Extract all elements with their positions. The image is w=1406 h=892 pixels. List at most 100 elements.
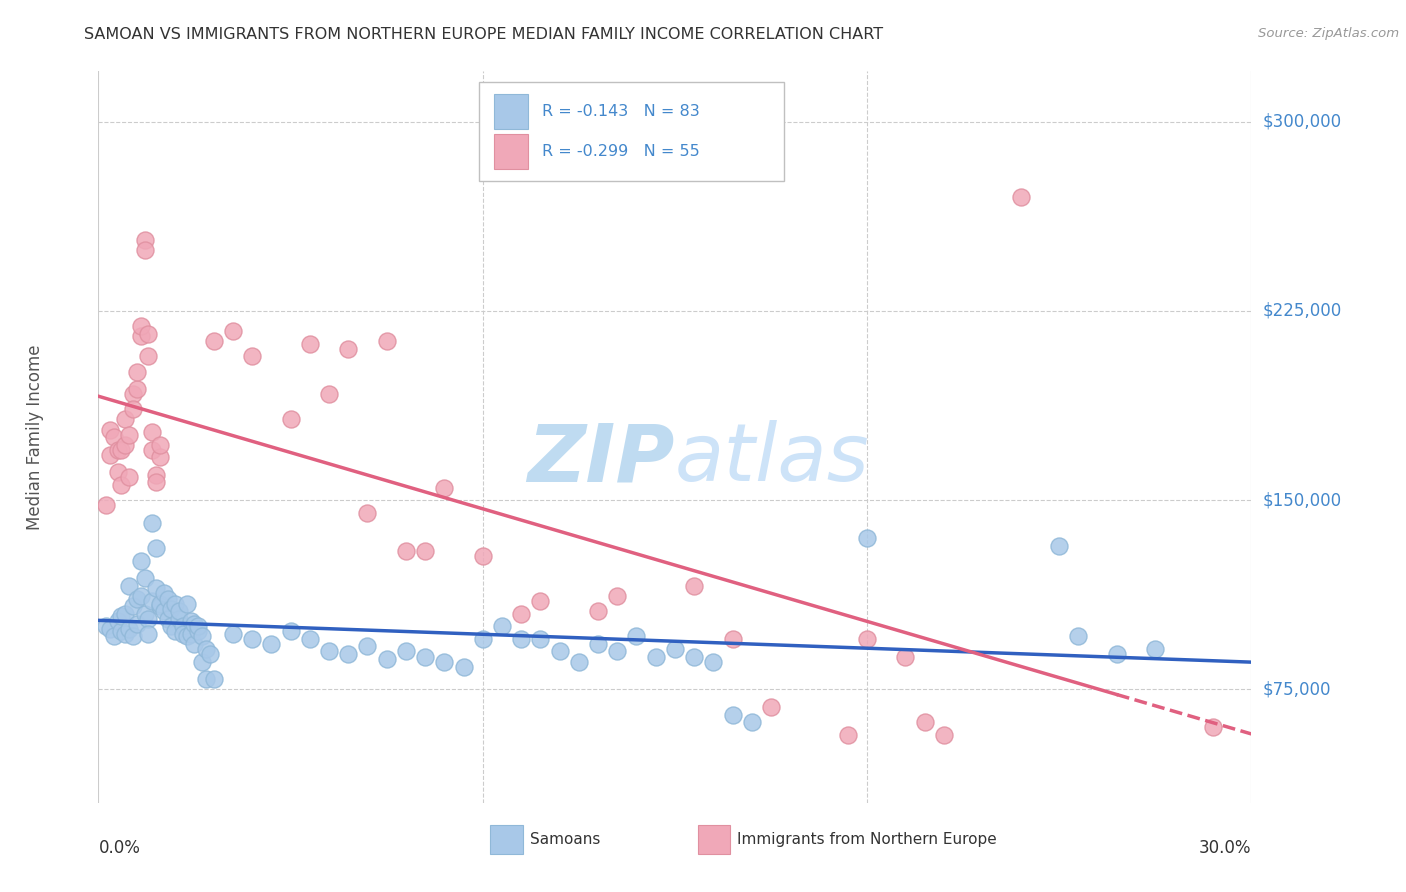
Point <box>702 655 724 669</box>
Point <box>375 334 398 349</box>
Point <box>187 624 209 639</box>
Point <box>107 442 129 457</box>
Point <box>145 582 167 596</box>
Text: Median Family Income: Median Family Income <box>25 344 44 530</box>
Point <box>413 543 436 558</box>
Point <box>195 672 218 686</box>
Text: SAMOAN VS IMMIGRANTS FROM NORTHERN EUROPE MEDIAN FAMILY INCOME CORRELATION CHART: SAMOAN VS IMMIGRANTS FROM NORTHERN EUROP… <box>84 27 883 42</box>
Text: ZIP: ZIP <box>527 420 675 498</box>
FancyBboxPatch shape <box>491 825 523 854</box>
Point <box>114 412 136 426</box>
Point <box>98 622 121 636</box>
Point <box>1202 720 1225 734</box>
Point <box>202 334 225 349</box>
Point <box>1067 629 1090 643</box>
Point <box>107 466 129 480</box>
Point <box>138 612 160 626</box>
Point <box>134 607 156 621</box>
Point <box>837 728 859 742</box>
Point <box>167 604 190 618</box>
Point <box>122 402 145 417</box>
Point <box>125 364 148 378</box>
Text: Samoans: Samoans <box>530 832 600 847</box>
Point <box>856 531 879 545</box>
Point <box>110 624 132 639</box>
Point <box>152 604 174 618</box>
Point <box>145 541 167 555</box>
Point <box>103 629 125 643</box>
Point <box>156 591 179 606</box>
Point <box>683 579 706 593</box>
Point <box>1105 647 1128 661</box>
Point <box>395 543 418 558</box>
Point <box>160 601 183 615</box>
Point <box>548 644 571 658</box>
Point <box>110 478 132 492</box>
Point <box>149 597 172 611</box>
Point <box>129 554 152 568</box>
Point <box>176 629 198 643</box>
Point <box>413 649 436 664</box>
Text: Source: ZipAtlas.com: Source: ZipAtlas.com <box>1258 27 1399 40</box>
Point <box>202 672 225 686</box>
Point <box>260 637 283 651</box>
Point <box>134 244 156 258</box>
Point <box>375 652 398 666</box>
Point <box>337 342 360 356</box>
Point <box>644 649 666 664</box>
Point <box>606 589 628 603</box>
Point <box>141 442 163 457</box>
Text: $225,000: $225,000 <box>1263 302 1343 320</box>
Point <box>510 632 533 646</box>
Point <box>491 619 513 633</box>
Point <box>180 627 202 641</box>
Point <box>222 324 245 338</box>
Point <box>165 624 187 639</box>
Text: $150,000: $150,000 <box>1263 491 1341 509</box>
Point <box>568 655 591 669</box>
Text: 0.0%: 0.0% <box>98 839 141 857</box>
Point <box>118 579 141 593</box>
FancyBboxPatch shape <box>479 82 785 181</box>
Point <box>138 350 160 364</box>
Point <box>356 640 378 654</box>
Point <box>110 442 132 457</box>
FancyBboxPatch shape <box>494 94 529 129</box>
Point <box>721 707 744 722</box>
Point <box>586 637 609 651</box>
Point <box>914 715 936 730</box>
Point <box>114 607 136 621</box>
Point <box>433 655 456 669</box>
Text: 30.0%: 30.0% <box>1199 839 1251 857</box>
Point <box>280 412 302 426</box>
Point <box>183 637 205 651</box>
Point <box>894 649 917 664</box>
Point <box>122 629 145 643</box>
Point <box>160 619 183 633</box>
Point <box>240 632 263 646</box>
Point <box>167 612 190 626</box>
Point <box>433 481 456 495</box>
Point <box>129 329 152 343</box>
Point <box>129 589 152 603</box>
Text: Immigrants from Northern Europe: Immigrants from Northern Europe <box>737 832 997 847</box>
Point <box>129 319 152 334</box>
Point <box>356 506 378 520</box>
Point <box>103 430 125 444</box>
Point <box>626 629 648 643</box>
Point <box>122 599 145 613</box>
Point <box>1010 190 1032 204</box>
Point <box>198 647 221 661</box>
Point <box>134 571 156 585</box>
Point <box>932 728 955 742</box>
Point <box>125 591 148 606</box>
Text: R = -0.299   N = 55: R = -0.299 N = 55 <box>543 145 700 160</box>
Point <box>759 700 782 714</box>
Point <box>721 632 744 646</box>
Point <box>110 609 132 624</box>
Point <box>298 336 321 351</box>
Point <box>318 387 340 401</box>
Point <box>156 612 179 626</box>
Point <box>145 467 167 482</box>
Point <box>683 649 706 664</box>
